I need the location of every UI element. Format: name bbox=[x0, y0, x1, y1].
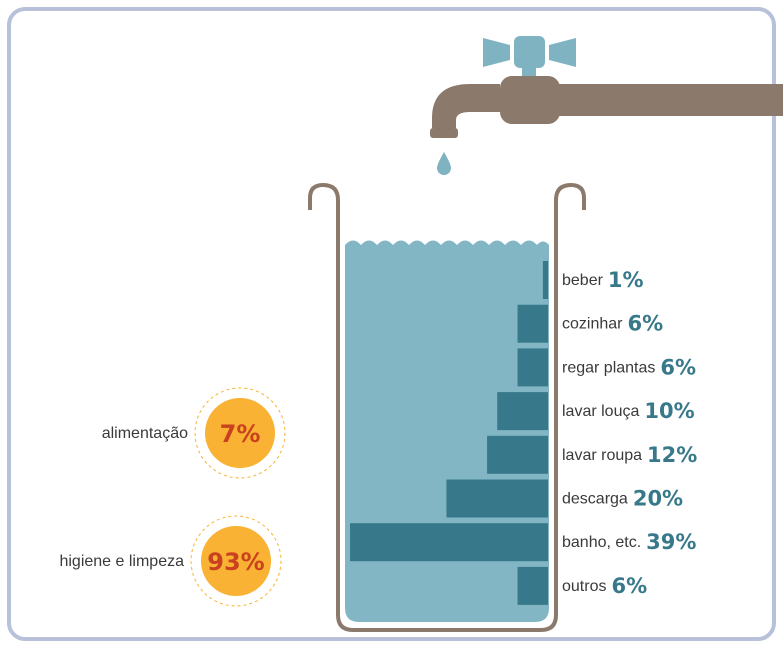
bar-label: lavar louça 10% bbox=[562, 399, 695, 423]
category-label: descarga bbox=[562, 491, 628, 508]
water bbox=[345, 241, 549, 623]
bar bbox=[446, 480, 548, 518]
bar-label: descarga 20% bbox=[562, 487, 683, 511]
category-label: beber bbox=[562, 272, 604, 289]
group-value: 7% bbox=[220, 420, 261, 448]
value-label: 6% bbox=[611, 574, 647, 598]
bar-label: outros 6% bbox=[562, 574, 647, 598]
bar-label: regar plantas 6% bbox=[562, 355, 696, 379]
category-label: lavar louça bbox=[562, 403, 639, 420]
group-name: alimentação bbox=[102, 425, 188, 442]
bar bbox=[487, 436, 548, 474]
category-label: outros bbox=[562, 578, 606, 595]
bar-label: banho, etc. 39% bbox=[562, 530, 696, 554]
bar bbox=[518, 305, 548, 343]
group-name: higiene e limpeza bbox=[59, 553, 184, 570]
page: beber1%cozinhar6%regar plantas6%lavar lo… bbox=[0, 0, 783, 648]
bar bbox=[518, 348, 548, 386]
value-label: 6% bbox=[660, 355, 696, 379]
bar-label: lavar roupa 12% bbox=[562, 443, 697, 467]
group-value: 93% bbox=[207, 548, 264, 576]
category-label: regar plantas bbox=[562, 360, 655, 377]
chart: beber1%cozinhar6%regar plantas6%lavar lo… bbox=[0, 0, 783, 648]
bar bbox=[543, 261, 548, 299]
value-label: 12% bbox=[647, 443, 697, 467]
value-label: 20% bbox=[633, 487, 683, 511]
bar bbox=[518, 567, 548, 605]
value-label: 1% bbox=[608, 268, 644, 292]
value-label: 39% bbox=[646, 530, 696, 554]
value-label: 6% bbox=[627, 312, 663, 336]
bar bbox=[350, 523, 548, 561]
category-label: lavar roupa bbox=[562, 447, 642, 464]
bar bbox=[497, 392, 548, 430]
category-label: cozinhar bbox=[562, 316, 623, 333]
category-label: banho, etc. bbox=[562, 534, 641, 551]
value-label: 10% bbox=[644, 399, 694, 423]
